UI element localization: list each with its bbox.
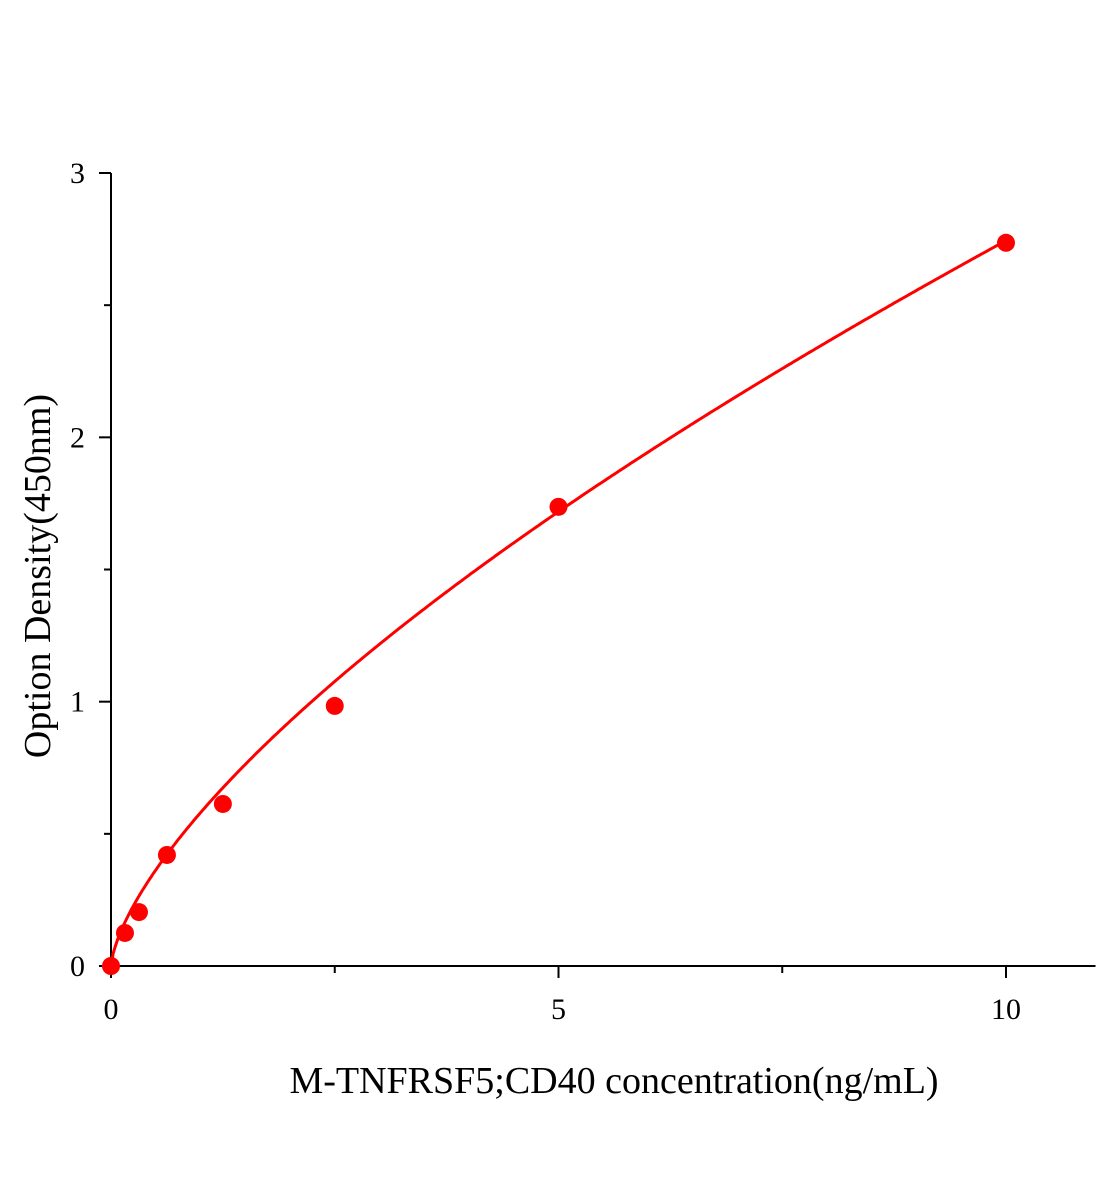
axes: 0 5 10 0 1 2 3 bbox=[70, 157, 1096, 1026]
x-axis-title: M-TNFRSF5;CD40 concentration(ng/mL) bbox=[289, 1060, 938, 1102]
data-points-layer bbox=[102, 233, 1015, 975]
data-point bbox=[115, 923, 134, 942]
data-point bbox=[157, 845, 176, 864]
y-axis-title: Option Density(450nm) bbox=[17, 394, 59, 758]
y-tick-label: 3 bbox=[70, 157, 85, 190]
data-point bbox=[213, 794, 232, 813]
fit-curve bbox=[109, 239, 1007, 967]
y-tick-label: 0 bbox=[70, 950, 85, 983]
fit-curve-layer bbox=[109, 239, 1007, 967]
data-point bbox=[325, 696, 344, 715]
y-tick-label: 2 bbox=[70, 421, 85, 454]
x-tick-label: 5 bbox=[551, 993, 566, 1026]
x-tick-label: 0 bbox=[104, 993, 119, 1026]
data-point bbox=[102, 957, 120, 975]
data-point bbox=[129, 903, 148, 922]
x-tick-label: 10 bbox=[991, 993, 1021, 1026]
data-point bbox=[549, 497, 568, 516]
y-tick-label: 1 bbox=[70, 686, 85, 719]
data-point bbox=[997, 233, 1015, 252]
